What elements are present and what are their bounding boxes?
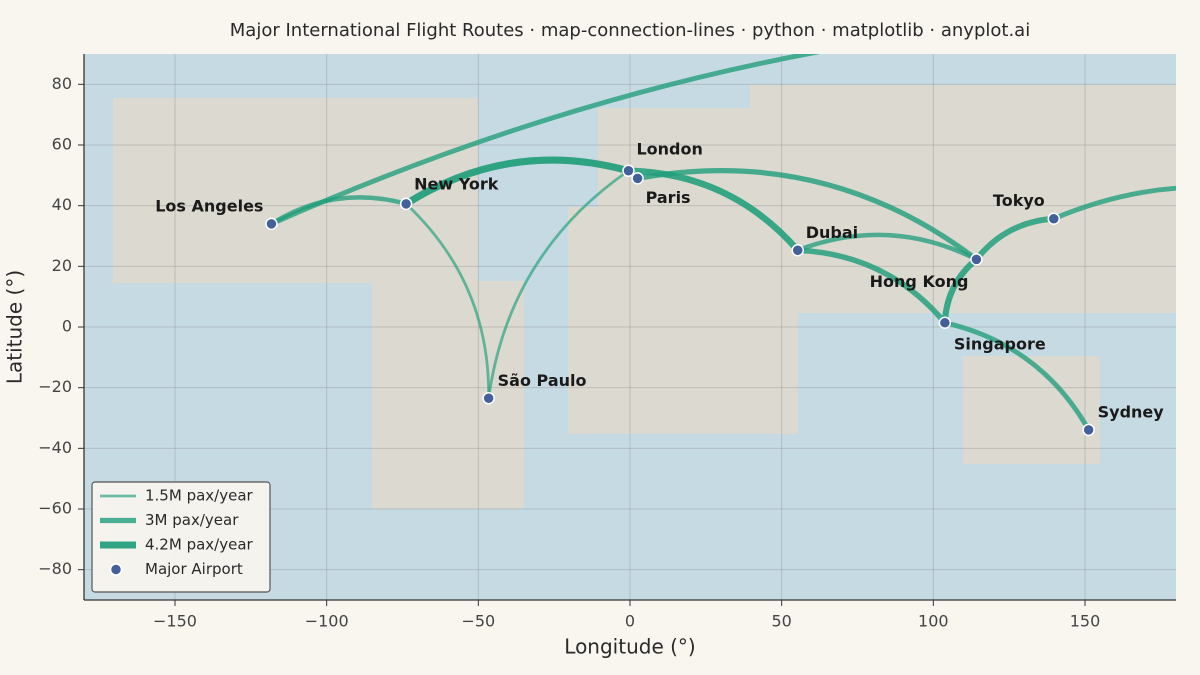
route bbox=[625, 167, 801, 254]
airport bbox=[1047, 212, 1061, 225]
routes bbox=[269, 54, 1176, 433]
x-tick-label: −100 bbox=[305, 612, 349, 631]
legend: 1.5M pax/year 3M pax/year 4.2M pax/year Maj… bbox=[91, 481, 271, 593]
airport-label: Paris bbox=[646, 188, 691, 207]
y-tick-label: 0 bbox=[62, 317, 72, 336]
legend-marker bbox=[109, 563, 123, 576]
route bbox=[795, 232, 979, 262]
airport-label: São Paulo bbox=[498, 371, 587, 390]
airport bbox=[791, 244, 804, 257]
legend-label: 1.5M pax/year bbox=[145, 487, 254, 505]
airport bbox=[631, 172, 644, 185]
y-tick-label: 80 bbox=[52, 74, 72, 93]
legend-label: 4.2M pax/year bbox=[145, 536, 254, 554]
y-tick-label: 40 bbox=[52, 195, 72, 214]
x-axis-label: Longitude (°) bbox=[564, 635, 695, 659]
land-africa bbox=[568, 207, 798, 434]
x-tick-label: 100 bbox=[918, 612, 949, 631]
x-tick-label: 150 bbox=[1070, 612, 1101, 631]
x-tick-label: 0 bbox=[625, 612, 635, 631]
airport-label: Los Angeles bbox=[155, 196, 263, 215]
chart-title: Major International Flight Routes · map-… bbox=[230, 20, 1030, 41]
route bbox=[973, 215, 1057, 263]
land-australia bbox=[963, 356, 1100, 464]
airport bbox=[399, 197, 413, 211]
airport bbox=[265, 217, 278, 231]
y-tick-label: 60 bbox=[52, 135, 72, 154]
y-tick-label: −60 bbox=[38, 499, 72, 518]
airport bbox=[482, 392, 495, 405]
land-north-america bbox=[113, 98, 478, 283]
y-tick-label: −40 bbox=[38, 438, 72, 457]
route bbox=[402, 156, 633, 208]
route bbox=[487, 169, 630, 400]
route bbox=[941, 256, 980, 326]
route bbox=[942, 320, 1092, 433]
route bbox=[404, 202, 491, 400]
airports: Los Angeles New York São Paulo London Paris D… bbox=[155, 139, 1165, 437]
route bbox=[794, 247, 948, 326]
y-tick-label: 20 bbox=[52, 256, 72, 275]
land-south-america bbox=[372, 281, 524, 509]
airport-label: Tokyo bbox=[993, 191, 1045, 210]
airport-label: Singapore bbox=[954, 334, 1046, 353]
y-tick-label: −80 bbox=[38, 559, 72, 578]
y-axis-label: Latitude (°) bbox=[3, 270, 27, 384]
route bbox=[1051, 185, 1176, 222]
route bbox=[634, 168, 980, 262]
x-tick-label: 50 bbox=[771, 612, 791, 631]
land-north-asia bbox=[750, 85, 1176, 110]
airport bbox=[622, 164, 635, 178]
airport-label: New York bbox=[414, 174, 499, 193]
airport bbox=[970, 253, 983, 266]
airport-label: London bbox=[636, 139, 702, 158]
airport-label: Hong Kong bbox=[870, 272, 969, 291]
route bbox=[269, 54, 821, 227]
airport bbox=[938, 316, 952, 330]
airport bbox=[1082, 423, 1095, 437]
legend-label: 3M pax/year bbox=[145, 511, 239, 529]
y-tick-label: −20 bbox=[38, 377, 72, 396]
x-tick-label: −50 bbox=[461, 612, 495, 631]
airport-label: Sydney bbox=[1098, 402, 1165, 421]
legend-label: Major Airport bbox=[145, 560, 243, 578]
land bbox=[113, 85, 1176, 509]
legend-box bbox=[91, 481, 271, 593]
airport-label: Dubai bbox=[806, 223, 858, 242]
x-tick-label: −150 bbox=[153, 612, 197, 631]
